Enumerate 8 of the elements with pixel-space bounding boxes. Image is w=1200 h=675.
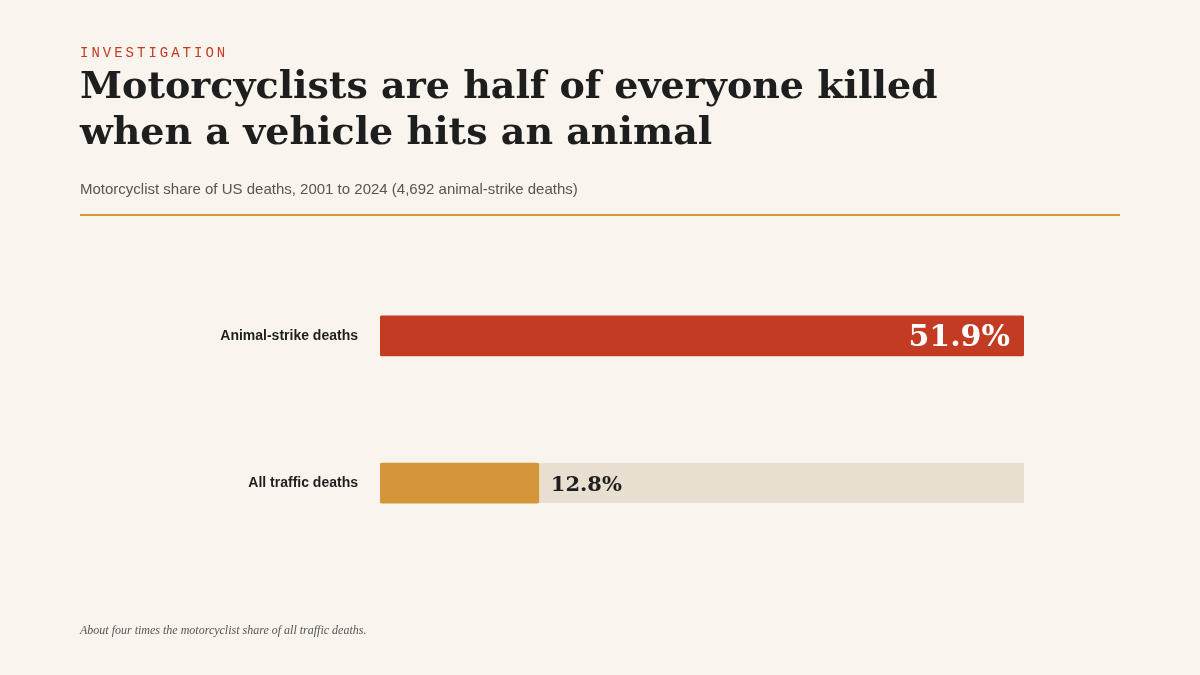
y-tick-label: Animal-strike deaths: [220, 326, 359, 343]
text: About four times the motorcyclist share of all traffic deaths.: [80, 623, 367, 638]
data-label: 51.9%: [908, 317, 1010, 353]
y-tick-label: All traffic deaths: [248, 473, 359, 490]
chart-subtitle: Motorcyclist share of US deaths, 2001 to 2024 (4,692 animal-strike deaths): [80, 180, 578, 197]
text: INVESTIGATION: [80, 45, 229, 61]
data-label: 12.8%: [550, 470, 622, 496]
chart-title: Motorcyclists are half of everyone killed when a vehicle hits an animal: [80, 62, 939, 154]
